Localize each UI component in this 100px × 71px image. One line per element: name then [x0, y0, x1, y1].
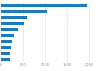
Bar: [1, 40, 12, 43]
Bar: [1, 46, 11, 49]
Bar: [1, 52, 10, 55]
Bar: [1, 28, 18, 31]
Bar: [1, 34, 14, 37]
Bar: [1, 10, 47, 13]
Bar: [1, 4, 87, 7]
Bar: [1, 16, 28, 19]
Bar: [1, 58, 10, 61]
Bar: [1, 22, 24, 25]
